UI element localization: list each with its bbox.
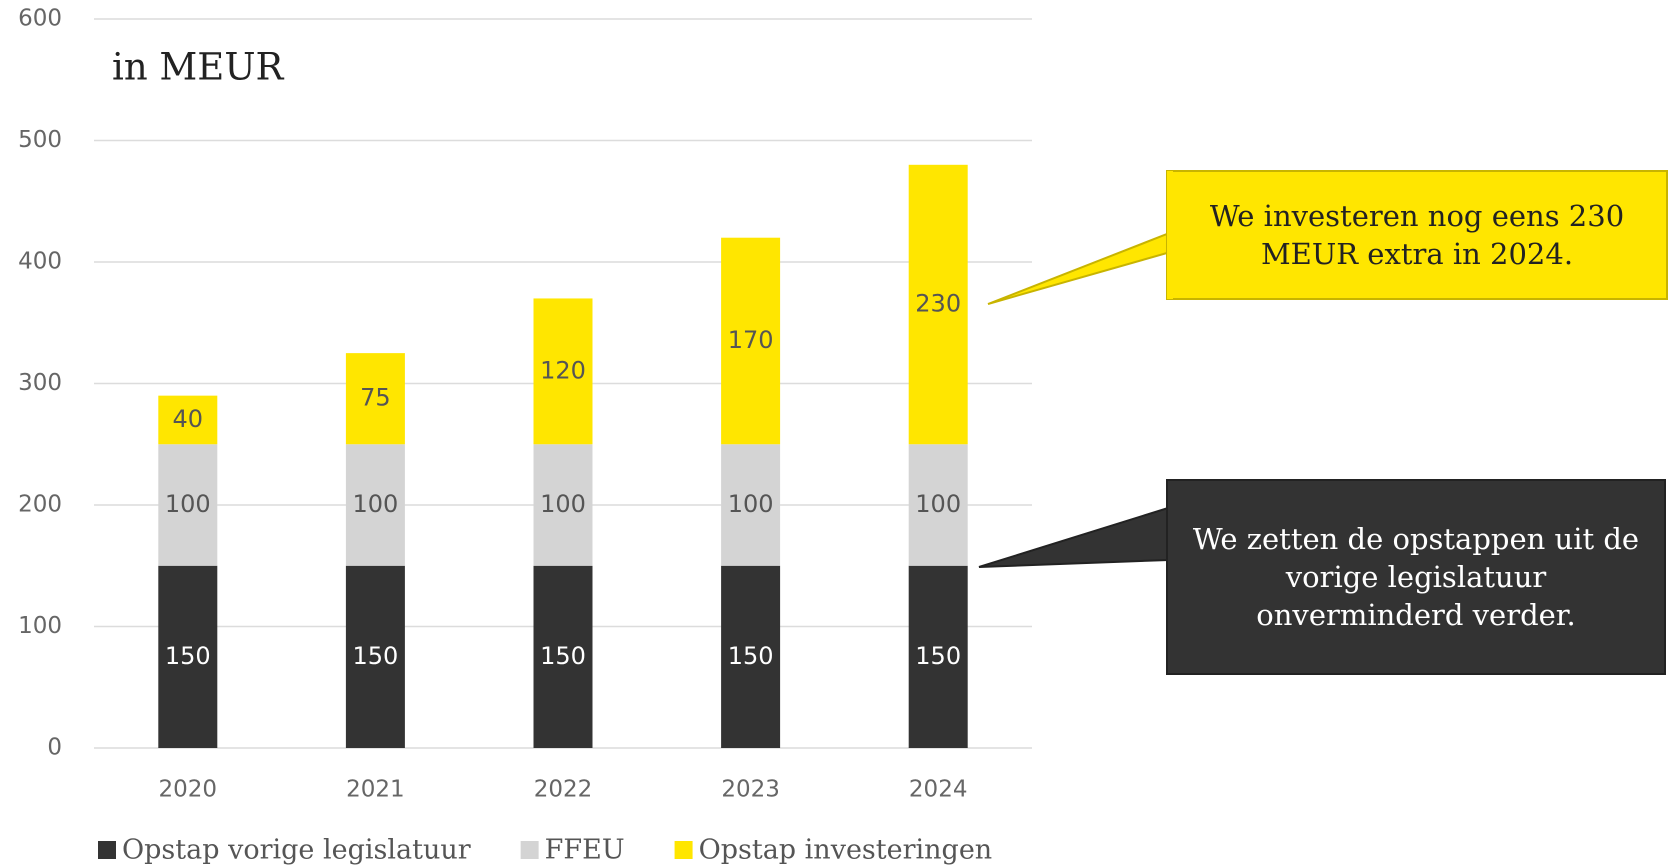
bar-segment — [345, 565, 405, 748]
bar-segment — [533, 444, 593, 566]
data-label: 150 — [728, 642, 774, 670]
data-label: 100 — [915, 490, 961, 518]
y-tick-label: 600 — [18, 6, 62, 32]
bar-segment — [721, 565, 781, 748]
annotation: We zetten de opstappen uit de vorige leg… — [1192, 522, 1640, 632]
callout-pointer — [987, 232, 1168, 305]
callout-box — [1166, 170, 1668, 300]
data-label: 40 — [173, 405, 204, 433]
y-tick-label: 0 — [47, 735, 62, 761]
x-tick-label: 2023 — [721, 777, 780, 803]
data-label: 100 — [540, 490, 586, 518]
y-tick-label: 300 — [18, 370, 62, 396]
bar-segment — [721, 237, 781, 445]
bar-segment — [908, 164, 968, 445]
data-label: 150 — [540, 642, 586, 670]
legend-swatch — [520, 841, 539, 859]
data-label: 120 — [540, 356, 586, 384]
callout-pointer — [978, 506, 1169, 568]
y-tick-label: 200 — [18, 492, 62, 518]
chart-title: in MEUR — [112, 46, 285, 89]
bar-segment — [721, 444, 781, 566]
callout-joint — [1167, 171, 1173, 299]
data-label: 75 — [360, 384, 391, 412]
y-tick-label: 100 — [18, 613, 62, 639]
bar-segment — [158, 444, 218, 566]
bar-segment — [345, 353, 405, 445]
data-label: 150 — [915, 642, 961, 670]
data-label: 170 — [728, 326, 774, 354]
data-label: 150 — [352, 642, 398, 670]
bar-segment — [908, 444, 968, 566]
annotation: We investeren nog eens 230 MEUR extra in… — [1209, 199, 1625, 271]
bar-segment — [158, 395, 218, 445]
legend-label: FFEU — [545, 835, 625, 865]
data-label: 150 — [165, 642, 211, 670]
legend-label: Opstap investeringen — [699, 835, 993, 865]
y-tick-label: 500 — [18, 127, 62, 153]
y-tick-label: 400 — [18, 249, 62, 275]
x-tick-label: 2021 — [346, 777, 405, 803]
bar-segment — [908, 565, 968, 748]
data-label: 100 — [352, 490, 398, 518]
data-label: 100 — [728, 490, 774, 518]
legend-swatch — [98, 841, 116, 859]
legend-label: Opstap vorige legislatuur — [122, 835, 471, 865]
bar-segment — [533, 565, 593, 748]
data-label: 230 — [915, 290, 961, 318]
x-tick-label: 2022 — [534, 777, 593, 803]
callout-box — [1166, 479, 1666, 675]
x-tick-label: 2024 — [909, 777, 968, 803]
bar-segment — [533, 298, 593, 445]
legend-swatch — [674, 841, 693, 859]
bar-segment — [158, 565, 218, 748]
bar-segment — [345, 444, 405, 566]
x-tick-label: 2020 — [159, 777, 218, 803]
data-label: 100 — [165, 490, 211, 518]
